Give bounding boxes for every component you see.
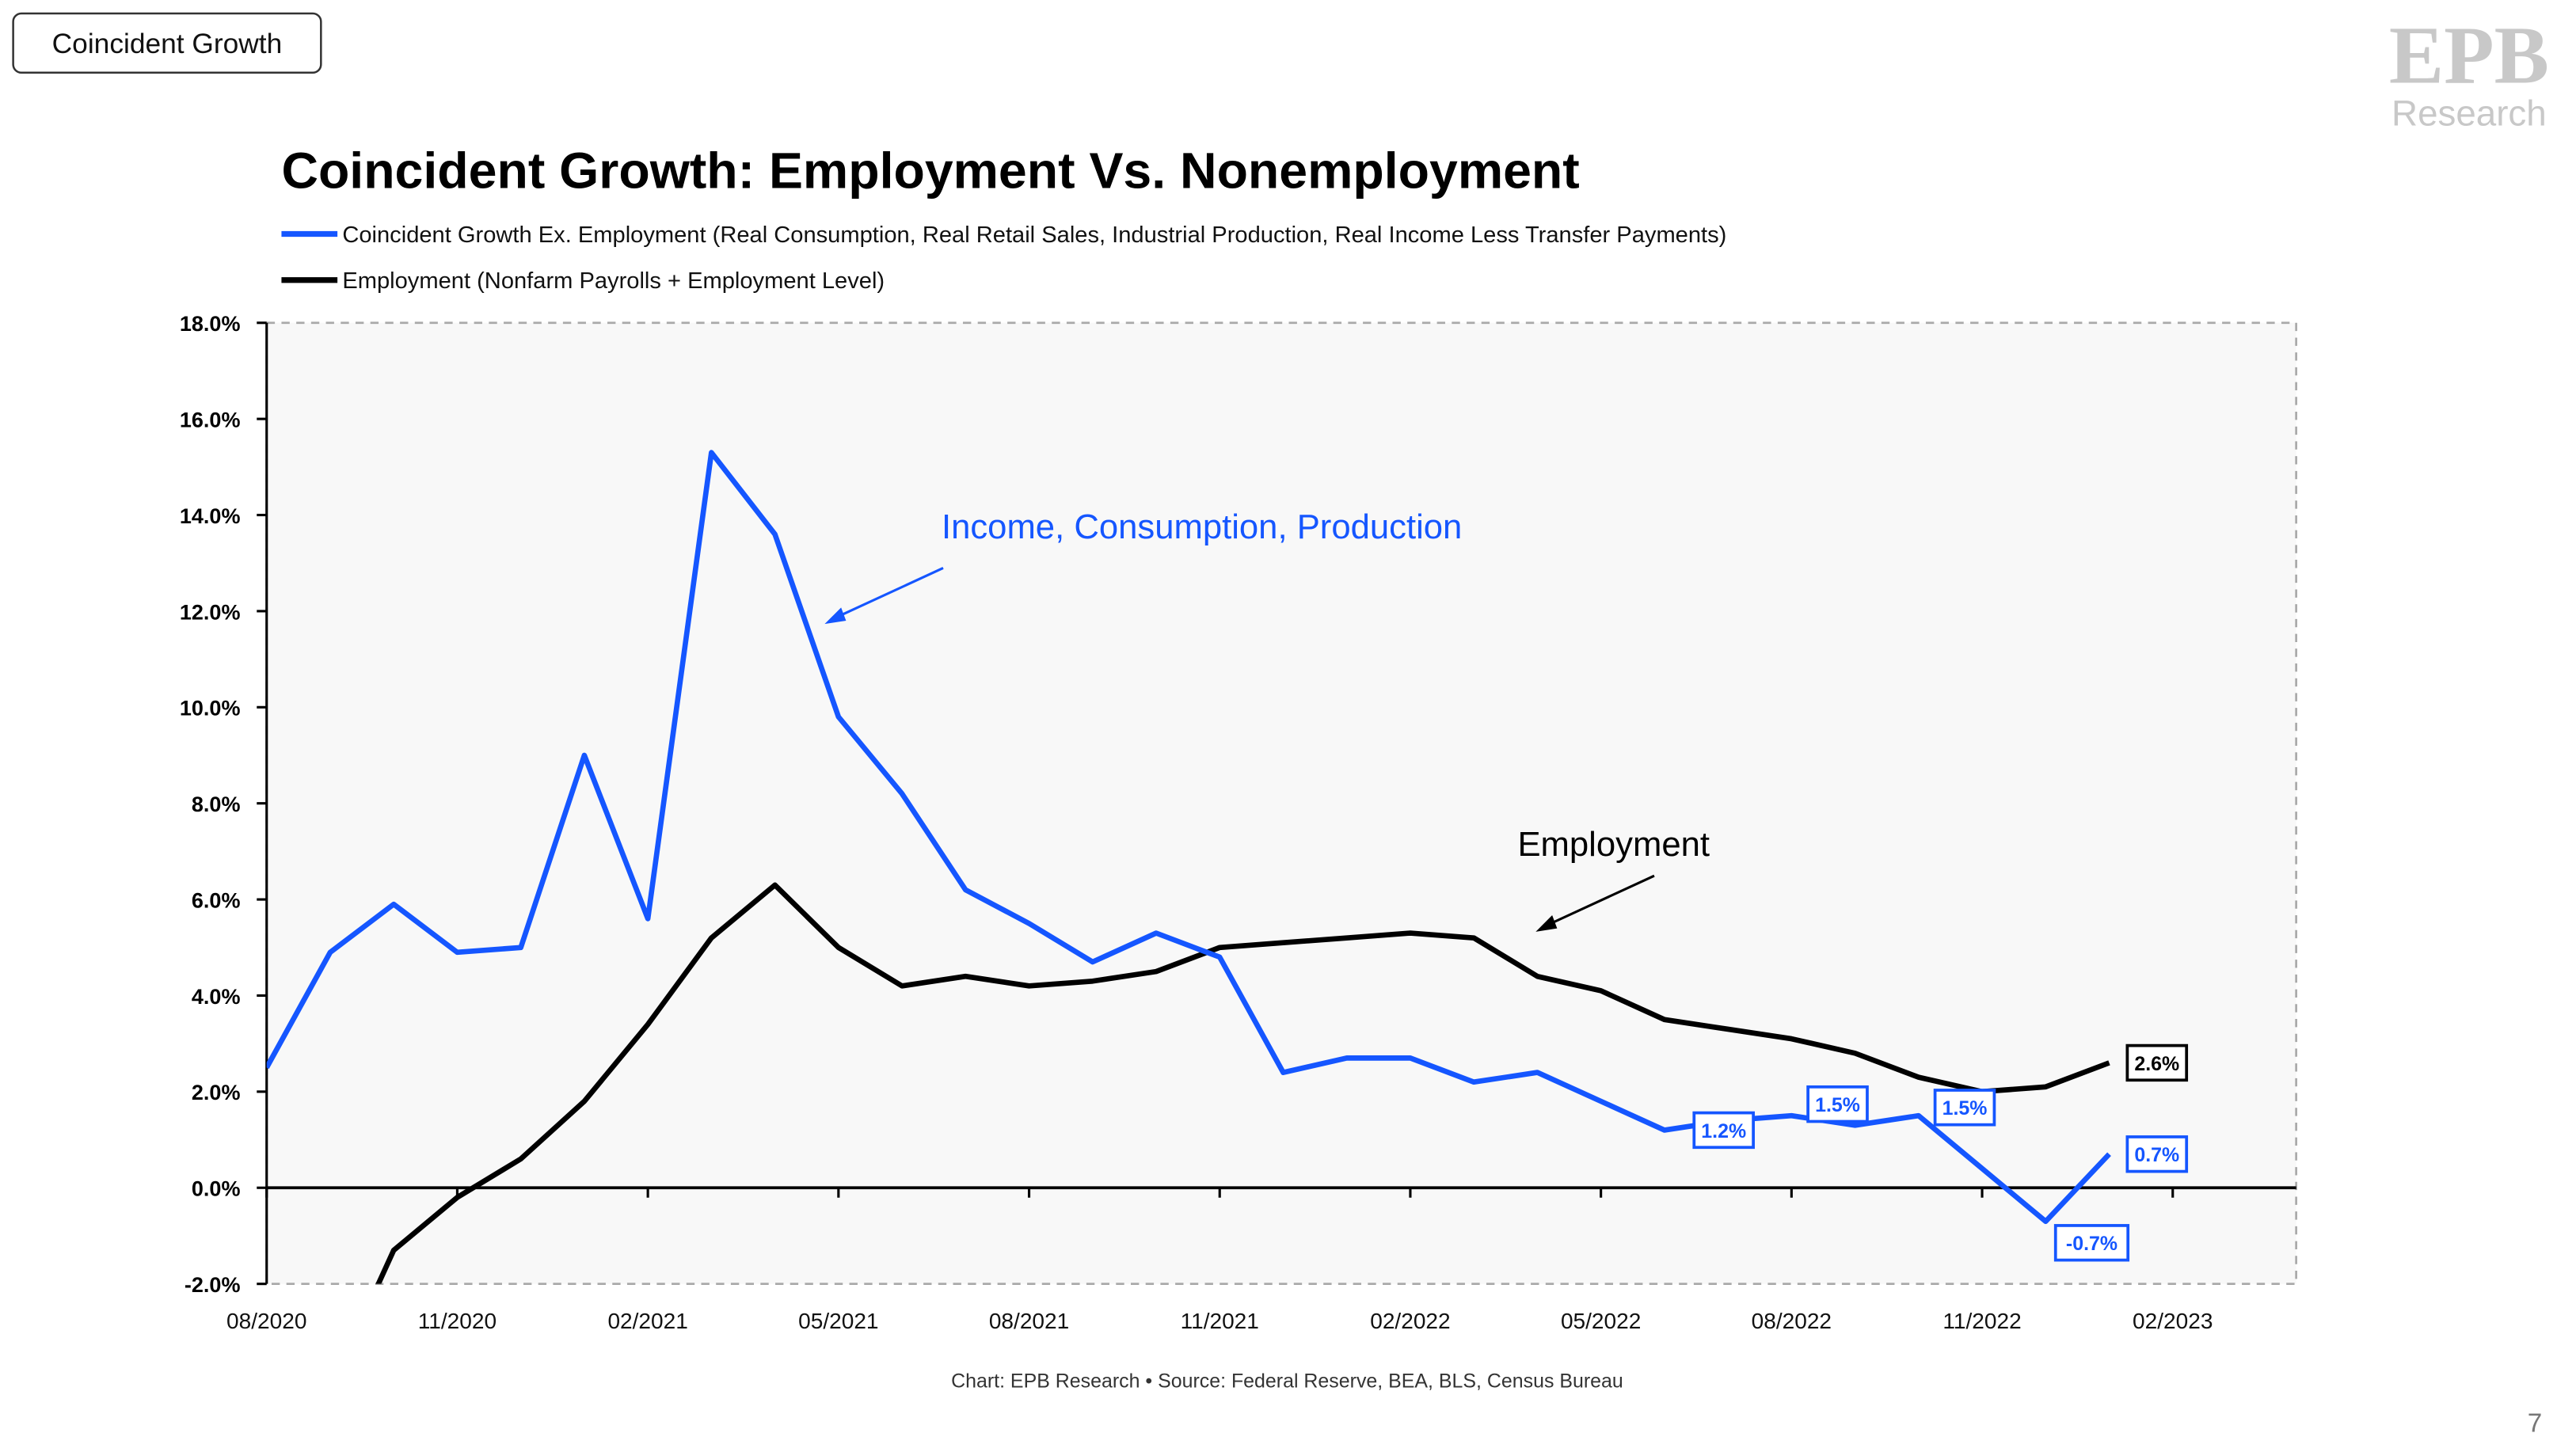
x-tick-label: 11/2022 — [1942, 1309, 2021, 1333]
data-label: 0.7% — [2125, 1135, 2189, 1173]
legend-label-black: Employment (Nonfarm Payrolls + Employmen… — [342, 268, 885, 294]
y-tick-label: 2.0% — [192, 1081, 241, 1104]
data-label-box — [1692, 1111, 1755, 1150]
y-tick-label: 18.0% — [180, 312, 241, 336]
chart-source: Chart: EPB Research • Source: Federal Re… — [951, 1370, 1623, 1393]
y-tick-label: -2.0% — [185, 1273, 241, 1297]
x-tick-label: 05/2022 — [1561, 1309, 1641, 1333]
data-label: 1.2% — [1692, 1111, 1755, 1150]
data-label-box — [2053, 1224, 2130, 1262]
data-label-text: 1.2% — [1701, 1120, 1746, 1142]
y-tick-label: 6.0% — [192, 888, 241, 912]
logo: EPB Research — [2389, 10, 2549, 133]
logo-mark: EPB — [2389, 10, 2549, 101]
data-label-text: 2.6% — [2134, 1053, 2179, 1075]
legend: Coincident Growth Ex. Employment (Real C… — [281, 222, 1726, 294]
y-tick-label: 4.0% — [192, 985, 241, 1009]
x-tick-label: 11/2021 — [1181, 1309, 1259, 1333]
y-tick-label: 8.0% — [192, 793, 241, 816]
chart-title: Coincident Growth: Employment Vs. Nonemp… — [281, 142, 1579, 199]
x-tick-label: 08/2022 — [1752, 1309, 1832, 1333]
data-label-text: 0.7% — [2134, 1144, 2179, 1166]
x-tick-label: 08/2020 — [226, 1309, 306, 1333]
series-line-employment — [375, 882, 2110, 1284]
series-line-nonemployment — [266, 450, 2111, 1225]
annotation-income-text: Income, Consumption, Production — [942, 507, 1462, 546]
arrowhead-icon — [1535, 915, 1558, 932]
annotation-employment: Employment — [1517, 825, 1710, 932]
x-tick-label: 05/2021 — [798, 1309, 878, 1333]
data-label-text: 1.5% — [1815, 1094, 1860, 1116]
annotation-employment-text: Employment — [1517, 825, 1710, 864]
data-label-box — [2125, 1043, 2189, 1082]
data-label: -0.7% — [2053, 1224, 2130, 1262]
annotation-employment-arrow — [1547, 874, 1655, 926]
header-tab-label: Coincident Growth — [52, 29, 283, 59]
y-tick-label: 12.0% — [180, 600, 241, 624]
x-tick-label: 11/2020 — [418, 1309, 497, 1333]
annotation-income: Income, Consumption, Production — [824, 507, 1462, 625]
legend-label-blue: Coincident Growth Ex. Employment (Real C… — [342, 222, 1726, 248]
x-tick-label: 08/2021 — [989, 1309, 1069, 1333]
x-tick-label: 02/2021 — [607, 1309, 687, 1333]
y-tick-label: 10.0% — [180, 697, 241, 720]
x-tick-label: 02/2023 — [2133, 1309, 2213, 1333]
arrowhead-icon — [824, 607, 847, 625]
y-tick-label: 16.0% — [180, 409, 241, 432]
annotation-income-arrow — [835, 567, 944, 619]
logo-text: Research — [2391, 93, 2547, 133]
data-label-box — [1933, 1089, 1996, 1127]
y-tick-label: 14.0% — [180, 504, 241, 528]
page-number: 7 — [2528, 1409, 2543, 1439]
data-label-text: 1.5% — [1942, 1097, 1988, 1119]
data-label-box — [2125, 1135, 2189, 1173]
x-tick-label: 02/2022 — [1370, 1309, 1450, 1333]
y-tick-label: 0.0% — [192, 1177, 241, 1201]
data-label-text: -0.7% — [2066, 1233, 2117, 1255]
header-tab[interactable]: Coincident Growth — [12, 12, 322, 74]
data-label: 1.5% — [1806, 1085, 1869, 1123]
data-label: 1.5% — [1933, 1089, 1996, 1127]
data-label-box — [1806, 1085, 1869, 1123]
data-label: 2.6% — [2125, 1043, 2189, 1082]
